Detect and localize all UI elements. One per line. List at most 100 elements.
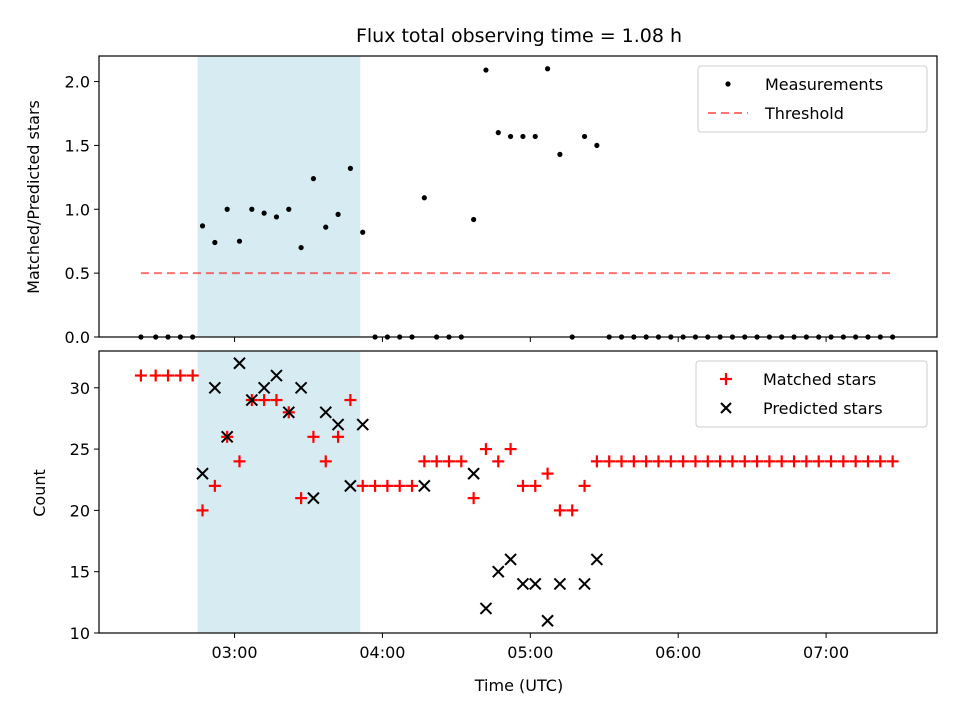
matched-star-point <box>714 455 727 468</box>
predicted-star-point <box>541 614 554 627</box>
shaded-region-top <box>197 56 361 337</box>
matched-star-point <box>738 455 751 468</box>
predicted-star-point <box>578 577 591 591</box>
y-tick-label: 10 <box>70 624 90 643</box>
matched-star-point <box>701 455 714 468</box>
matched-star-point <box>479 443 492 456</box>
y-tick-label: 1.0 <box>65 200 90 219</box>
predicted-star-point <box>294 381 308 394</box>
measurement-point <box>347 165 353 171</box>
legend-matched-label: Matched stars <box>763 370 876 389</box>
matched-star-point <box>442 455 455 468</box>
bottom-panel-frame <box>98 350 938 634</box>
y-tick-label: 2.0 <box>65 73 90 92</box>
predicted-star-point <box>529 577 542 591</box>
matched-star-point <box>174 369 187 382</box>
matched-star-point <box>369 479 382 492</box>
matched-star-point <box>541 467 554 480</box>
y-tick-label: 15 <box>70 563 90 582</box>
measurement-point <box>581 133 588 140</box>
predicted-star-point <box>356 418 369 431</box>
matched-star-point <box>603 455 616 468</box>
matched-star-point <box>812 455 825 468</box>
matched-star-point <box>775 455 788 468</box>
matched-star-point <box>307 430 320 443</box>
measurement-point <box>508 133 514 140</box>
x-tick-label: 04:00 <box>359 643 405 662</box>
matched-star-point <box>356 479 369 492</box>
legend-matched-marker <box>720 373 732 385</box>
predicted-star-point <box>492 565 505 578</box>
predicted-star-point <box>331 418 345 431</box>
predicted-star-point <box>590 553 604 566</box>
measurement-point <box>532 133 538 140</box>
legend-predicted-label: Predicted stars <box>763 399 883 418</box>
predicted-star-point <box>504 553 517 566</box>
matched-star-point <box>516 479 529 492</box>
x-tick-label: 07:00 <box>803 643 849 662</box>
predicted-star-point <box>220 430 234 444</box>
matched-star-point <box>800 455 813 468</box>
bottom-y-axis-label: Count <box>30 469 49 517</box>
predicted-star-point <box>282 406 295 419</box>
matched-star-point <box>640 455 653 468</box>
measurement-point <box>520 133 526 140</box>
matched-star-point <box>664 455 677 468</box>
matched-star-point <box>134 369 147 382</box>
matched-star-point <box>233 455 246 468</box>
predicted-star-point <box>196 467 209 480</box>
top-panel-frame <box>98 55 938 338</box>
measurement-point <box>261 210 267 216</box>
y-tick-label: 30 <box>70 379 90 398</box>
x-tick-label: 03:00 <box>212 643 258 662</box>
matched-star-point <box>751 455 764 468</box>
matched-star-point <box>381 479 394 492</box>
predicted-star-point <box>516 577 530 591</box>
matched-star-point <box>504 443 517 456</box>
matched-star-point <box>566 504 579 517</box>
predicted-star-point <box>307 491 320 505</box>
matched-star-point <box>886 455 899 468</box>
measurement-point <box>310 176 317 182</box>
measurement-point <box>323 224 329 230</box>
matched-star-point <box>270 394 283 407</box>
matched-star-point <box>837 455 850 468</box>
measurement-point <box>298 244 304 251</box>
matched-star-point <box>590 455 603 468</box>
y-tick-label: 20 <box>70 501 90 520</box>
matched-star-point <box>430 455 443 468</box>
matched-star-point <box>393 479 406 492</box>
measurement-point <box>212 239 218 246</box>
measurement-point <box>236 238 243 244</box>
matched-star-point <box>553 504 566 517</box>
predicted-star-point <box>208 381 222 394</box>
matched-star-point <box>186 369 199 382</box>
matched-star-point <box>849 455 862 468</box>
measurement-point <box>483 67 489 73</box>
matched-star-point <box>196 504 209 517</box>
matched-star-point <box>455 455 468 468</box>
matched-star-point <box>162 369 175 382</box>
measurement-point <box>199 223 206 229</box>
matched-star-point <box>652 455 665 468</box>
y-tick-label: 0.5 <box>65 264 90 283</box>
measurement-point <box>360 229 366 235</box>
measurement-point <box>594 142 600 149</box>
predicted-star-point <box>245 393 259 407</box>
legend-threshold-label: Threshold <box>764 104 844 123</box>
measurement-point <box>557 151 563 157</box>
predicted-star-point <box>319 406 332 419</box>
matched-star-point <box>344 394 357 407</box>
matched-star-point <box>615 455 628 468</box>
matched-star-point <box>677 455 690 468</box>
matched-star-point <box>467 492 480 505</box>
matched-star-point <box>825 455 838 468</box>
y-tick-label: 1.5 <box>65 136 90 155</box>
bottom-legend: Matched stars Predicted stars <box>695 360 928 428</box>
matched-star-point <box>332 430 345 443</box>
top-legend: Measurements Threshold <box>697 65 928 133</box>
matched-star-point <box>529 479 542 492</box>
shaded-region-bottom <box>197 351 361 633</box>
predicted-star-point <box>479 602 493 615</box>
